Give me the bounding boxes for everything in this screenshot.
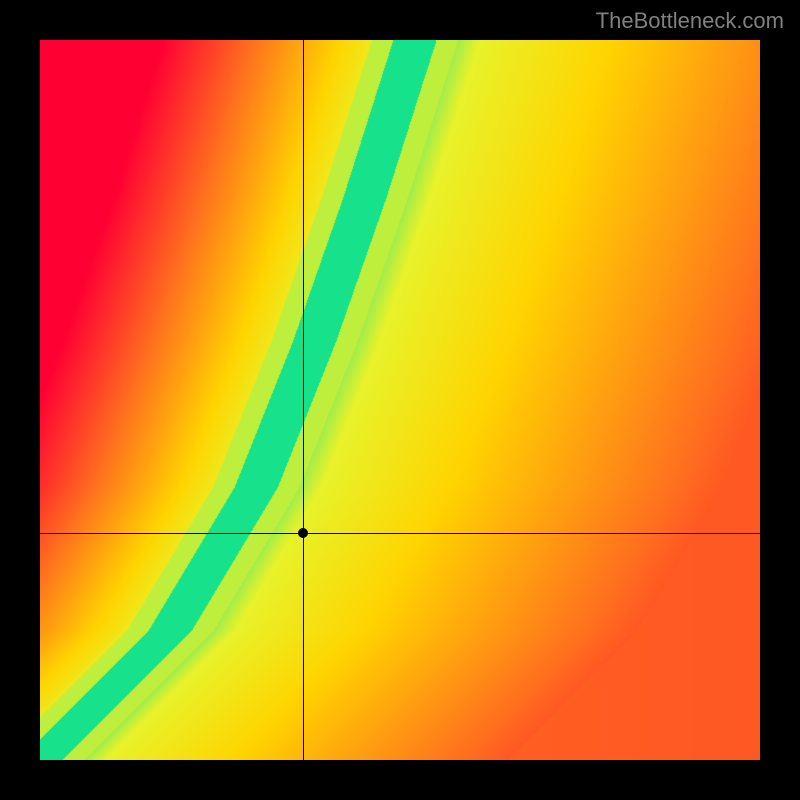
watermark-text: TheBottleneck.com [596,8,784,34]
crosshair-horizontal [40,533,760,534]
bottleneck-heatmap [40,40,760,760]
selection-marker[interactable] [298,528,308,538]
crosshair-vertical [303,40,304,760]
heatmap-canvas [40,40,760,760]
